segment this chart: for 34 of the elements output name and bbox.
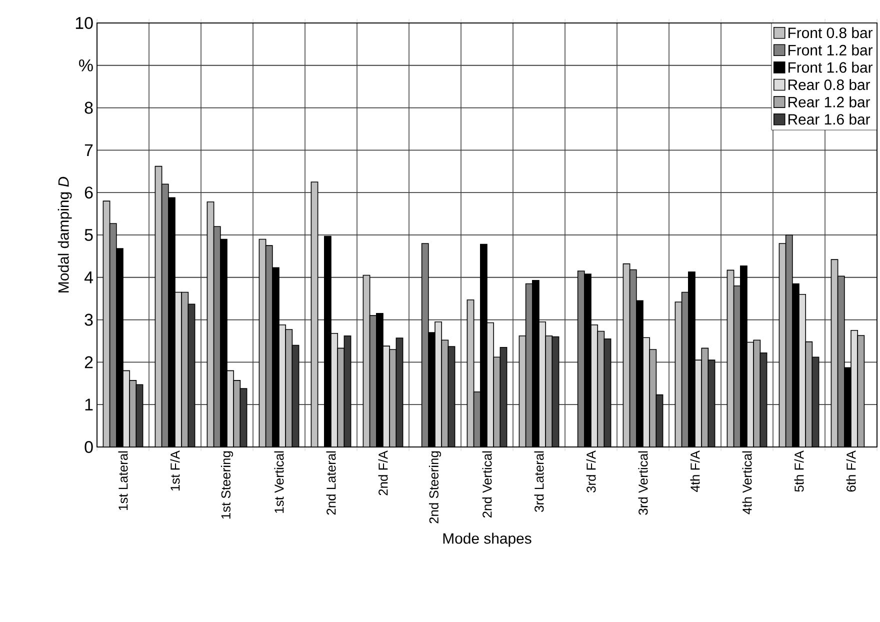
x-tick-label: 3rd F/A: [586, 450, 596, 492]
y-tick-label: 6: [84, 186, 93, 199]
x-tick-label: 4th F/A: [690, 450, 700, 492]
legend-label: Front 0.8 bar: [788, 27, 873, 38]
legend-label: Rear 1.6 bar: [788, 114, 870, 125]
x-tick-label: 5th F/A: [794, 450, 804, 492]
x-tick-label: 2nd F/A: [378, 450, 388, 496]
y-tick-label: 4: [84, 272, 93, 284]
x-tick-label: 3rd Vertical: [638, 451, 648, 515]
y-tick-label: 3: [84, 314, 93, 326]
y-tick-label: 8: [84, 102, 93, 114]
y-tick-label: 0: [84, 440, 93, 453]
y-axis-title: Modal damping D: [58, 176, 72, 292]
x-tick-label: 6th F/A: [846, 450, 856, 492]
y-tick-label: 10: [76, 16, 93, 29]
y-tick-label: 7: [84, 144, 93, 156]
x-axis-title: Mode shapes: [443, 532, 532, 547]
y-tick-label: 2: [84, 356, 93, 368]
x-tick-label: 3rd Lateral: [534, 451, 544, 512]
x-tick-label: 1st Vertical: [274, 451, 284, 513]
legend-label: Front 1.2 bar: [788, 44, 873, 56]
y-tick-label: 5: [84, 229, 93, 241]
x-tick-label: 1st Steering: [220, 451, 234, 519]
x-tick-label: 1st Lateral: [118, 451, 128, 510]
legend-label: Rear 0.8 bar: [788, 79, 870, 90]
x-tick-label: 2nd Lateral: [326, 451, 336, 515]
x-tick-label: 4th Vertical: [742, 451, 752, 514]
x-tick-label: 1st F/A: [170, 450, 180, 491]
y-tick-label: %: [79, 59, 93, 72]
legend-label: Rear 1.2 bar: [788, 96, 870, 108]
legend-label: Front 1.6 bar: [788, 62, 873, 73]
y-tick-label: 1: [85, 398, 93, 410]
x-tick-label: 2nd Vertical: [482, 451, 492, 518]
x-tick-label: 2nd Steering: [428, 451, 442, 524]
